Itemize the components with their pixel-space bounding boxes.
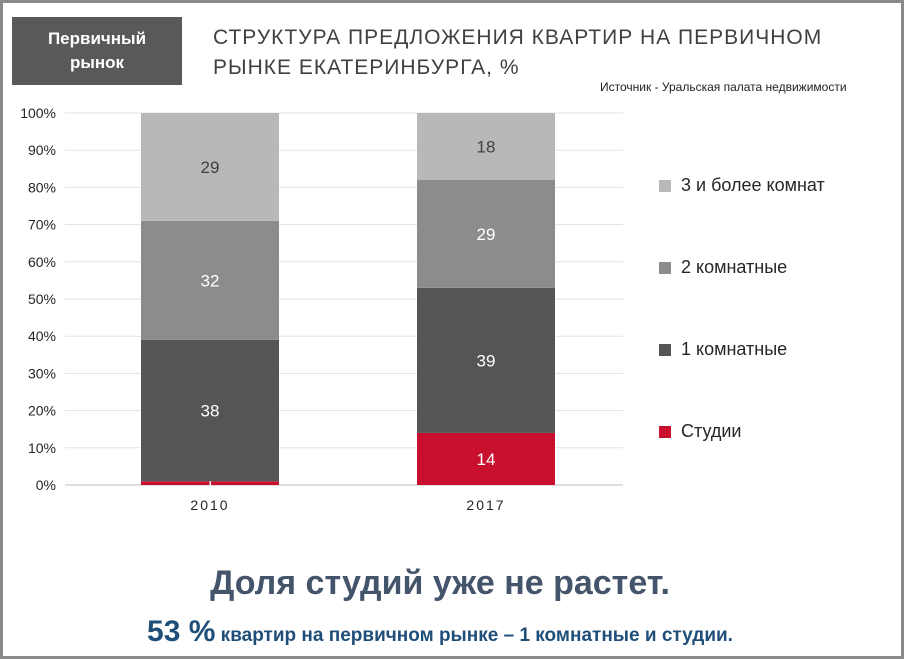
bar-segment	[141, 481, 279, 485]
y-tick-label: 30%	[28, 365, 56, 381]
summary-line: 53 % квартир на первичном рынке – 1 комн…	[3, 615, 877, 649]
summary-percent: 53 %	[147, 615, 216, 648]
badge-line-2: рынок	[69, 53, 125, 72]
headline: Доля студий уже не растет.	[210, 564, 670, 602]
section-badge: Первичный рынок	[12, 17, 182, 85]
bar-segment	[417, 432, 555, 485]
data-label: 18	[477, 137, 496, 156]
y-tick-label: 40%	[28, 328, 56, 344]
bar-segment	[141, 220, 279, 340]
data-label: 38	[201, 402, 220, 421]
legend-swatch	[659, 425, 671, 438]
y-tick-label: 80%	[28, 179, 56, 195]
legend-label: 3 и более комнат	[681, 175, 825, 195]
bar-segment	[141, 339, 279, 482]
data-label: 29	[477, 225, 496, 244]
bar-segment	[417, 179, 555, 288]
bar-segment	[141, 113, 279, 221]
data-label: 32	[201, 271, 220, 290]
summary-text: квартир на первичном рынке – 1 комнатные…	[215, 625, 733, 646]
legend-item: 1 комнатные	[659, 339, 787, 360]
legend-swatch	[659, 179, 671, 192]
legend-label: Студии	[681, 421, 742, 441]
stacked-bar-chart: 0% 10% 20% 30% 40% 50% 60% 70% 80% 90% 100% 1 38 32 29…	[20, 105, 623, 513]
source-note: Источник - Уральская палата недвижимости	[600, 80, 847, 94]
x-tick-label: 2010	[190, 497, 229, 513]
y-tick-label: 50%	[28, 291, 56, 307]
chart-title: СТРУКТУРА ПРЕДЛОЖЕНИЯ КВАРТИР НА ПЕРВИЧН…	[213, 26, 823, 79]
x-tick-label: 2017	[466, 497, 505, 513]
bar-segment	[417, 287, 555, 433]
legend-swatch	[659, 261, 671, 274]
legend-label: 2 комнатные	[681, 257, 788, 277]
legend-item: 3 и более комнат	[659, 175, 825, 196]
y-tick-label: 100%	[20, 105, 56, 121]
legend-label: 1 комнатные	[681, 339, 788, 359]
data-label: 1	[205, 474, 214, 493]
y-tick-label: 90%	[28, 142, 56, 158]
badge-line-1: Первичный	[47, 29, 147, 48]
y-tick-label: 20%	[28, 403, 56, 419]
y-tick-label: 10%	[28, 440, 56, 456]
legend-swatch	[659, 343, 671, 356]
y-tick-label: 60%	[28, 254, 56, 270]
legend-item: 2 комнатные	[659, 257, 787, 278]
data-label: 14	[477, 450, 496, 469]
y-tick-label: 70%	[28, 217, 56, 233]
data-label: 29	[201, 158, 220, 177]
legend-item: Студии	[659, 421, 741, 442]
y-tick-label: 0%	[36, 477, 56, 493]
bar-segment	[417, 113, 555, 180]
data-label: 39	[477, 351, 496, 370]
